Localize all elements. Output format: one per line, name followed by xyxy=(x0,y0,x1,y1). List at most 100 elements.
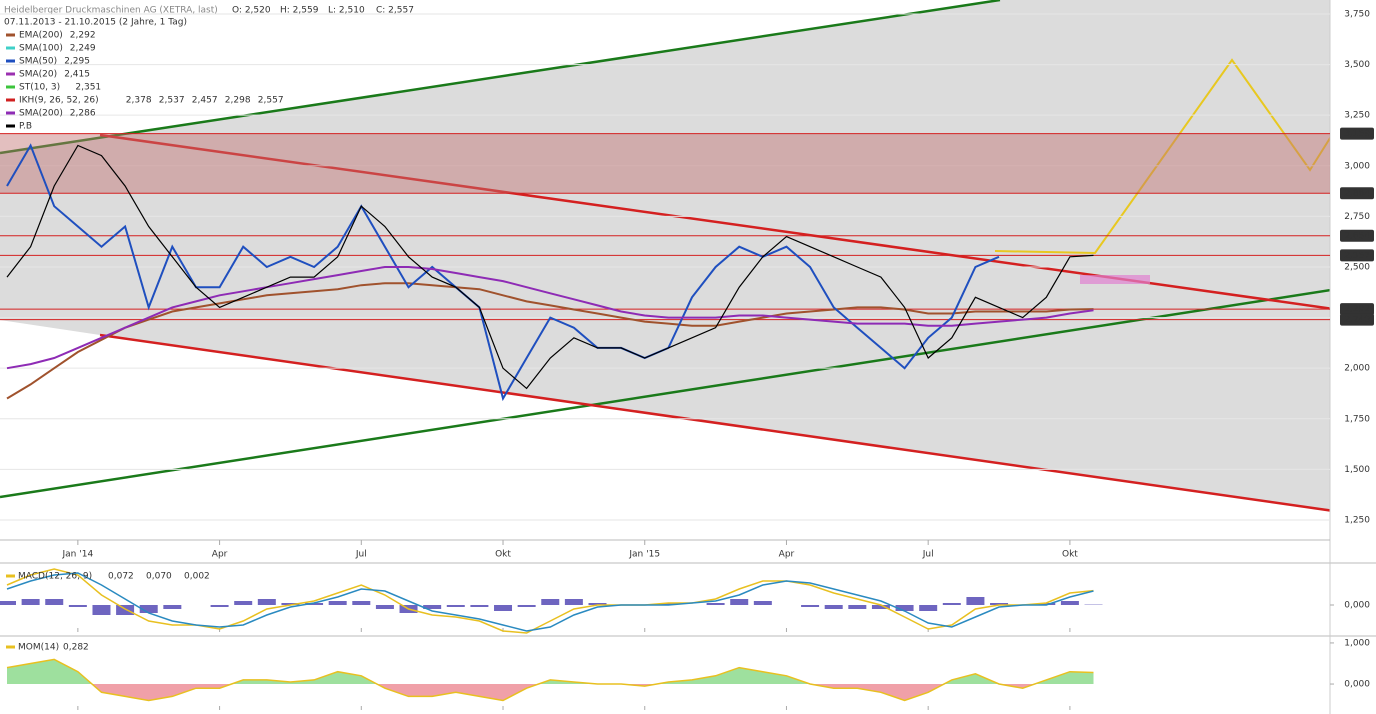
momentum-line xyxy=(6,658,1094,702)
legend-value: 0,282 xyxy=(63,643,89,653)
histogram-bar xyxy=(210,605,229,607)
x-tick-label: Jan '15 xyxy=(628,550,660,560)
histogram-bar xyxy=(824,605,843,609)
level-label: 2,292 xyxy=(1344,305,1370,315)
legend-value: 2,298 xyxy=(225,96,251,106)
legend-name: SMA(20) xyxy=(19,70,57,80)
series-line xyxy=(6,143,1000,402)
x-tick-label: Jul xyxy=(922,550,934,560)
indicator-line xyxy=(6,568,1094,634)
histogram-bar xyxy=(1037,603,1056,605)
y-tick-label: 3,250 xyxy=(1344,111,1370,121)
level-tag xyxy=(1340,127,1374,140)
legend-name: EMA(200) xyxy=(19,31,63,41)
legend-swatch xyxy=(6,46,15,50)
legend-swatch xyxy=(6,645,15,649)
legend-swatch xyxy=(6,72,15,76)
y-tick-label: 1,750 xyxy=(1344,414,1370,424)
histogram-bar xyxy=(848,605,867,609)
histogram-bar xyxy=(588,603,607,605)
legend-swatch xyxy=(6,59,15,63)
legend-swatch xyxy=(6,111,15,115)
legend-swatch xyxy=(6,124,15,128)
histogram-bar xyxy=(730,599,749,605)
level-tag xyxy=(1340,249,1374,262)
histogram-bar xyxy=(116,605,135,615)
y-tick-label: 0,000 xyxy=(1344,601,1370,611)
momentum-area-positive xyxy=(7,659,1094,684)
ohlc-value: O: 2,520 xyxy=(232,6,271,16)
level-tag xyxy=(1340,313,1374,326)
y-tick-label: 2,000 xyxy=(1344,364,1370,374)
histogram-bar xyxy=(706,603,725,605)
legend-name: IKH(9, 26, 52, 26) xyxy=(19,96,99,106)
momentum-area-negative xyxy=(7,684,1094,701)
histogram-bar xyxy=(990,603,1009,605)
trend-line xyxy=(0,288,1330,499)
histogram-bar xyxy=(68,605,87,607)
legend-value: 2,286 xyxy=(70,109,96,119)
indicator-title: MACD(12, 26, 9) xyxy=(18,572,92,582)
histogram-bar xyxy=(446,605,465,607)
trend-line xyxy=(99,133,1330,310)
level-tag xyxy=(1340,187,1374,200)
trend-line xyxy=(99,333,1330,512)
legend-swatch xyxy=(6,85,15,89)
resistance-zone xyxy=(0,133,1330,194)
histogram-bar xyxy=(163,605,182,609)
histogram-bar xyxy=(1060,601,1079,605)
ohlc-value: H: 2,559 xyxy=(280,6,319,16)
y-tick-label: 1,000 xyxy=(1344,638,1370,648)
legend-name: P.B xyxy=(19,122,32,132)
legend-swatch xyxy=(6,98,15,102)
indicator-title: MOM(14) xyxy=(18,643,59,653)
x-tick-label: Apr xyxy=(779,550,795,560)
y-tick-label: 3,500 xyxy=(1344,60,1370,70)
histogram-bar xyxy=(564,599,583,605)
level-label: 2,654 xyxy=(1344,231,1370,241)
legend-value: 2,249 xyxy=(70,44,96,54)
legend-swatch xyxy=(6,33,15,37)
level-label: 3,159 xyxy=(1344,129,1370,139)
instrument-title: Heidelberger Druckmaschinen AG (XETRA, l… xyxy=(4,6,218,16)
legend-value: 2,537 xyxy=(159,96,185,106)
legend-value: 2,557 xyxy=(258,96,284,106)
y-tick-label: 1,500 xyxy=(1344,465,1370,475)
projection xyxy=(994,58,1330,255)
legend-value: 2,292 xyxy=(70,31,96,41)
histogram-bar xyxy=(517,605,536,607)
legend-value: 2,457 xyxy=(192,96,218,106)
indicator-line xyxy=(6,572,1094,632)
x-tick-label: Jul xyxy=(355,550,367,560)
y-tick-label: 0,000 xyxy=(1344,680,1370,690)
ohlc-value: C: 2,557 xyxy=(376,6,414,16)
level-label: 2,240 xyxy=(1344,315,1370,325)
histogram-bar xyxy=(801,605,820,607)
series-line xyxy=(6,282,1094,400)
drawings xyxy=(0,0,1330,512)
level-tag xyxy=(1340,229,1374,242)
y-tick-label: 3,000 xyxy=(1344,161,1370,171)
level-label: 2,557 xyxy=(1344,251,1370,261)
histogram-bar xyxy=(470,605,489,607)
histogram-bar xyxy=(919,605,938,611)
level-label: 2,864 xyxy=(1344,189,1370,199)
legend-value: 0,072 xyxy=(108,572,134,582)
histogram-bar xyxy=(257,599,276,605)
y-tick-label: 1,250 xyxy=(1344,515,1370,525)
legend-value: 2,415 xyxy=(64,70,90,80)
legend-value: 2,378 xyxy=(126,96,152,106)
histogram-bar xyxy=(659,603,678,605)
histogram-bar xyxy=(328,601,347,605)
marker-box xyxy=(1080,275,1150,284)
trend-line xyxy=(0,0,1001,155)
legend-name: SMA(100) xyxy=(19,44,63,54)
x-tick-label: Okt xyxy=(1062,550,1078,560)
series-line xyxy=(6,144,1094,390)
x-tick-label: Jan '14 xyxy=(62,550,94,560)
histogram-bar xyxy=(0,601,16,605)
legend-name: ST(10, 3) xyxy=(19,83,60,93)
histogram-bar xyxy=(375,605,394,609)
histogram-bar xyxy=(305,603,324,605)
